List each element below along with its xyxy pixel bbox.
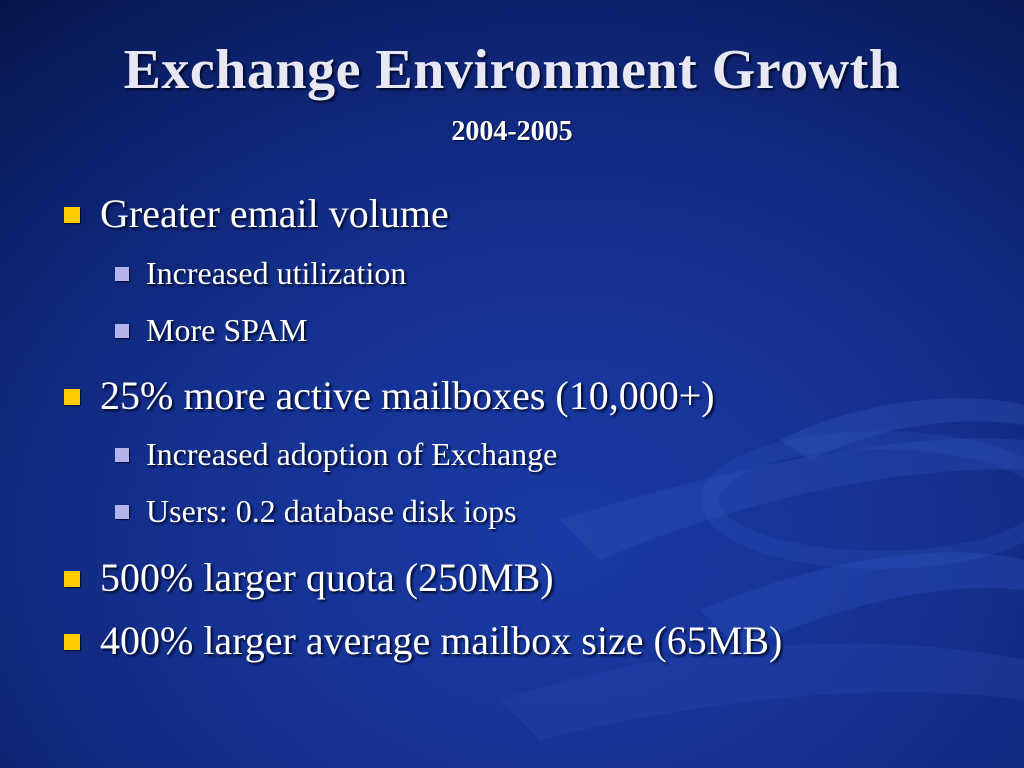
bullet-item: Greater email volume (64, 190, 449, 237)
square-bullet-icon (64, 571, 80, 587)
sub-bullet-text: Users: 0.2 database disk iops (146, 493, 517, 529)
slide-title: Exchange Environment Growth (123, 39, 901, 101)
bullet-item: 400% larger average mailbox size (65MB) (64, 617, 782, 664)
bullet-item: 25% more active mailboxes (10,000+) (64, 372, 715, 419)
sub-bullet-text: More SPAM (146, 312, 308, 348)
square-bullet-icon (64, 389, 80, 405)
slide-subtitle: 2004-2005 (451, 116, 573, 147)
bullet-text: 25% more active mailboxes (10,000+) (100, 373, 715, 418)
sub-bullet-text: Increased utilization (146, 255, 407, 291)
square-bullet-icon (64, 207, 80, 223)
square-bullet-icon (115, 267, 129, 281)
sub-bullet-text: Increased adoption of Exchange (146, 436, 558, 472)
bullet-text: Greater email volume (100, 191, 449, 236)
bullet-item: 500% larger quota (250MB) (64, 554, 554, 601)
sub-bullet-item: Increased adoption of Exchange (115, 436, 557, 473)
square-bullet-icon (115, 448, 129, 462)
square-bullet-icon (115, 324, 129, 338)
bullet-text: 400% larger average mailbox size (65MB) (100, 618, 783, 663)
sub-bullet-item: More SPAM (115, 312, 308, 349)
bullet-text: 500% larger quota (250MB) (100, 555, 554, 600)
sub-bullet-item: Increased utilization (115, 255, 406, 292)
square-bullet-icon (115, 505, 129, 519)
sub-bullet-item: Users: 0.2 database disk iops (115, 493, 517, 530)
square-bullet-icon (64, 634, 80, 650)
